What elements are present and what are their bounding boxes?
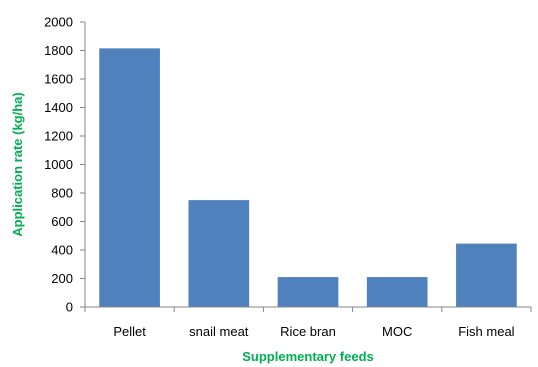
y-tick-label: 1600	[44, 72, 73, 87]
y-tick-label: 600	[51, 214, 73, 229]
bar-pellet	[99, 48, 160, 308]
x-tick-label: snail meat	[189, 324, 249, 339]
bar-moc	[366, 277, 428, 307]
x-tick-label: Fish meal	[458, 324, 514, 339]
y-tick-label: 1400	[44, 100, 73, 115]
y-tick-label: 0	[66, 300, 73, 315]
bar-fish-meal	[456, 243, 517, 307]
x-tick-labels: Pellet snail meat Rice bran MOC Fish meal	[113, 324, 514, 339]
bar-snail-meat	[188, 200, 250, 307]
y-tick-label: 1200	[44, 129, 73, 144]
y-axis-title: Application rate (kg/ha)	[10, 92, 25, 236]
bar-rice-bran	[277, 277, 339, 307]
y-tick-label: 400	[51, 243, 73, 258]
y-tick-label: 1000	[44, 157, 73, 172]
y-tick-marks	[80, 21, 85, 308]
x-tick-label: Pellet	[113, 324, 146, 339]
x-tick-label: Rice bran	[280, 324, 336, 339]
x-axis-title: Supplementary feeds	[242, 349, 374, 364]
y-tick-label: 200	[51, 271, 73, 286]
y-tick-label: 800	[51, 186, 73, 201]
y-tick-labels: 0 200 400 600 800 1000 1200 1400 1600 1800 2000	[44, 15, 73, 315]
x-tick-marks	[84, 307, 532, 312]
y-tick-label: 2000	[44, 15, 73, 30]
x-tick-label: MOC	[382, 324, 412, 339]
bars	[99, 48, 517, 308]
y-tick-label: 1800	[44, 43, 73, 58]
